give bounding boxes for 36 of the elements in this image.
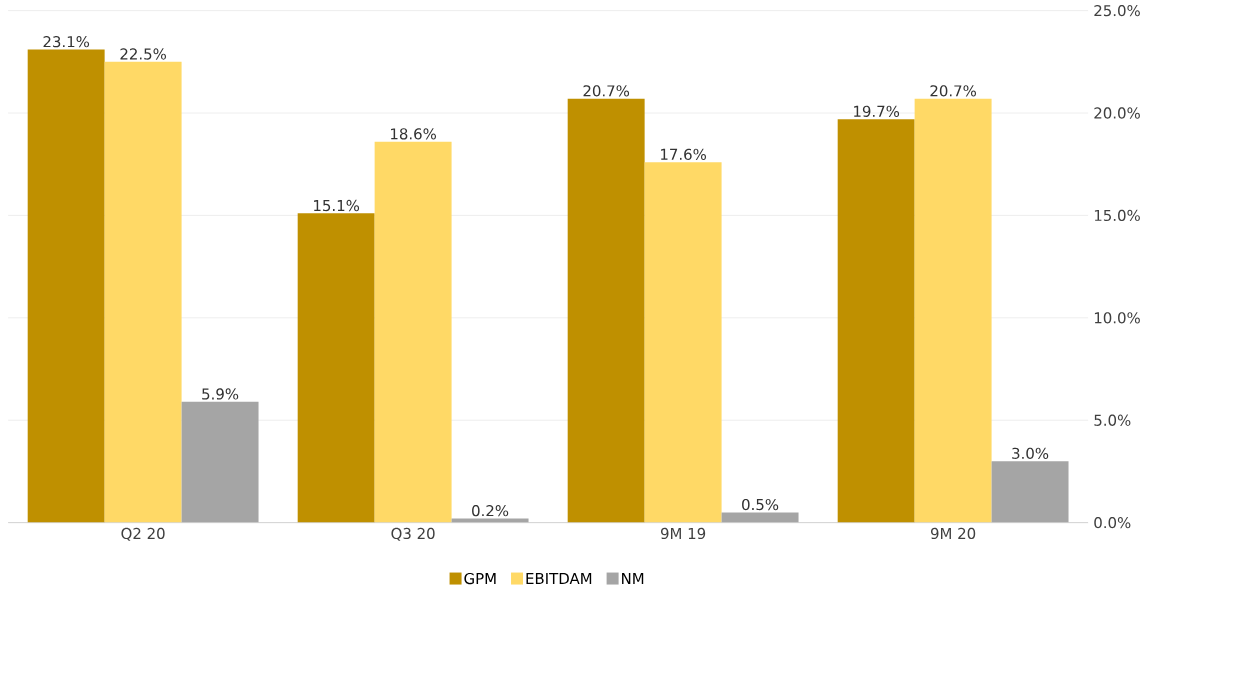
data-label: 23.1% [43, 35, 90, 48]
data-label: 22.5% [120, 48, 167, 60]
legend-label: GPM [464, 572, 496, 585]
bar [181, 401, 259, 523]
data-label: 0.5% [742, 498, 779, 511]
bar [27, 49, 105, 523]
y-tick-label: 20.0% [1094, 107, 1140, 119]
bar [914, 98, 992, 523]
x-tick-label: 9M 19 [660, 527, 706, 540]
data-label: 0.2% [472, 504, 509, 517]
data-label: 15.1% [314, 199, 360, 212]
data-label: 20.7% [930, 85, 977, 97]
y-tick-label: 10.0% [1094, 312, 1140, 324]
x-tick-label: 9M 20 [930, 527, 976, 540]
data-label: 5.9% [202, 388, 239, 400]
legend-label: EBITDAM [526, 572, 592, 584]
x-tick-label: Q3 20 [391, 527, 435, 541]
legend-label: NM [622, 572, 644, 584]
bar [374, 141, 452, 523]
data-label: 3.0% [1012, 447, 1049, 459]
x-tick-label: Q2 20 [121, 527, 165, 541]
bar [297, 213, 375, 523]
bar [721, 512, 799, 523]
bar [991, 461, 1069, 523]
y-tick-label: 0.0% [1094, 516, 1131, 529]
bar [644, 162, 722, 523]
bar [567, 98, 645, 523]
data-label: 18.6% [391, 128, 437, 140]
bar [837, 119, 915, 523]
data-label: 20.7% [583, 85, 630, 97]
data-label: 19.7% [854, 105, 900, 117]
y-tick-label: 25.0% [1094, 4, 1140, 17]
y-tick-label: 5.0% [1094, 414, 1131, 426]
data-label: 17.6% [661, 148, 707, 160]
y-tick-label: 15.0% [1094, 209, 1140, 221]
bar [104, 61, 182, 523]
